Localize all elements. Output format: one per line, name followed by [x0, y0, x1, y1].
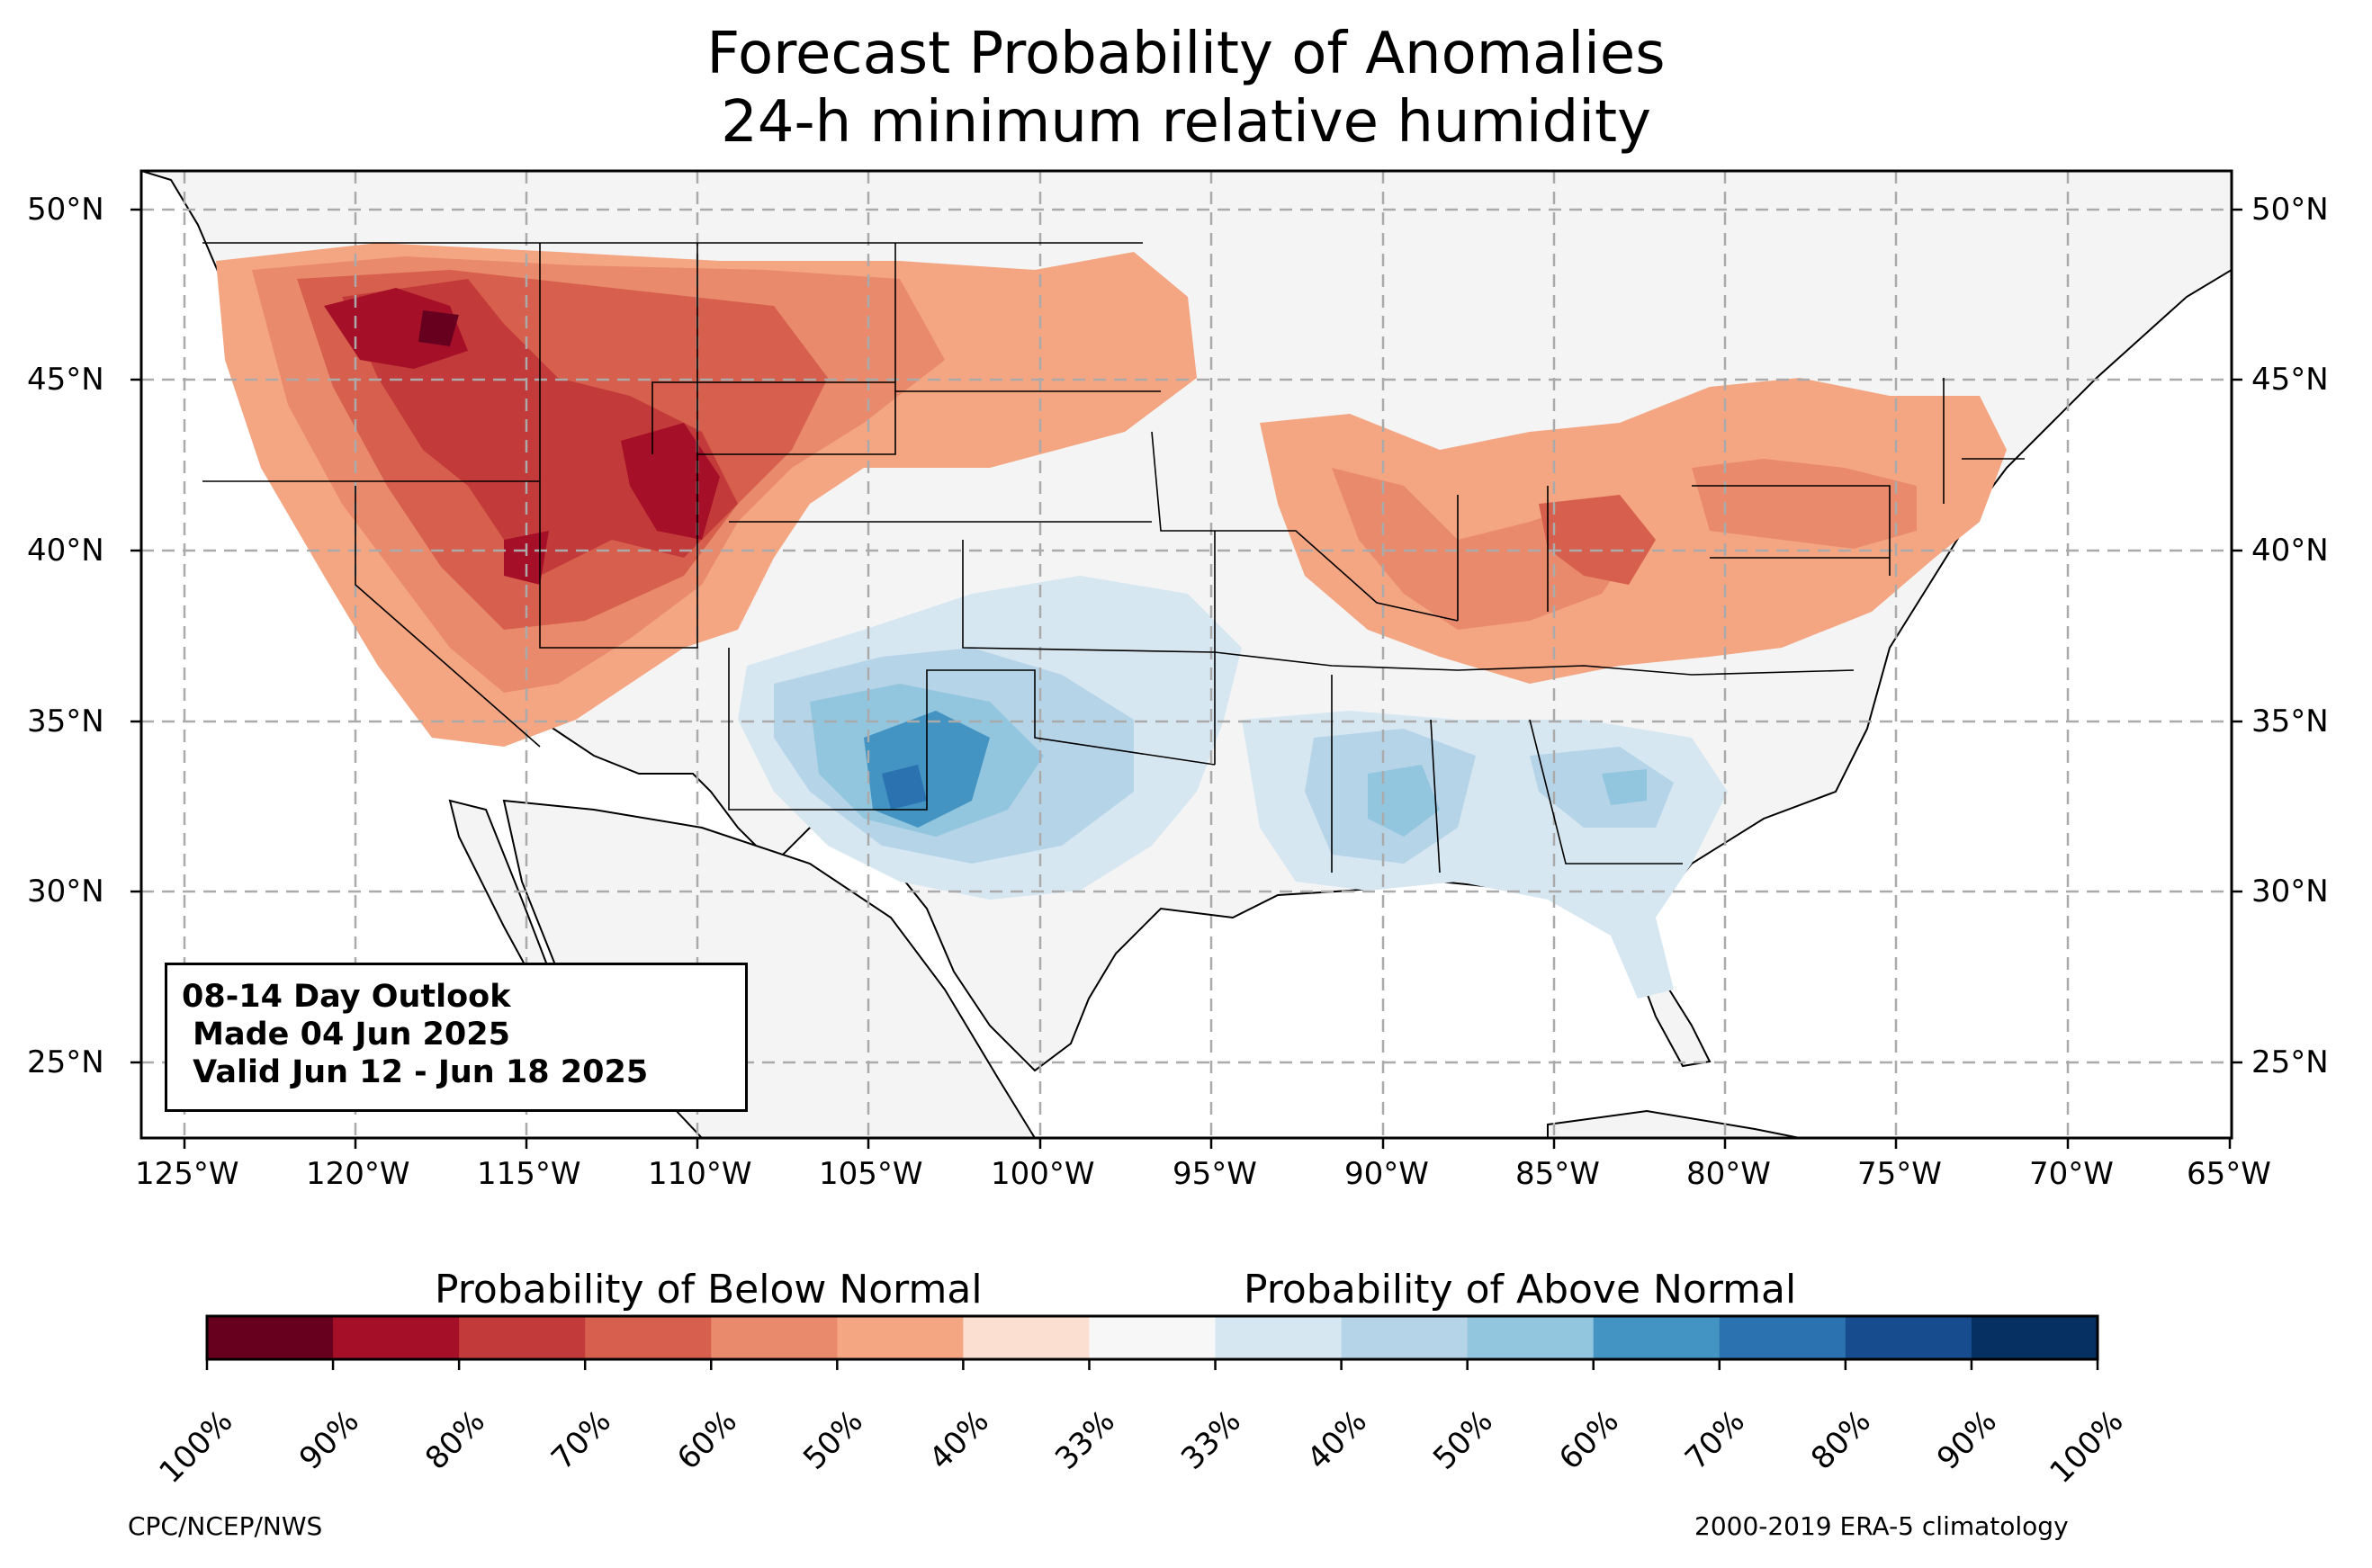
lon-label: 65°W	[2187, 1156, 2271, 1192]
colorbar-frame	[205, 1314, 2099, 1361]
info-line-outlook: 08-14 Day Outlook	[182, 979, 511, 1015]
colorbar-segment	[207, 1316, 334, 1359]
colorbar-segment	[1593, 1316, 1721, 1359]
title-line-1: Forecast Probability of Anomalies	[706, 21, 1666, 87]
colorbar-segment	[1341, 1316, 1469, 1359]
info-line-valid: Valid Jun 12 - Jun 18 2025	[182, 1054, 649, 1090]
lon-label: 110°W	[648, 1156, 752, 1192]
above-50-southeast	[1368, 765, 1647, 837]
colorbar-segment	[1215, 1316, 1343, 1359]
colorbar-segment	[963, 1316, 1090, 1359]
lat-label-left: 50°N	[27, 192, 104, 228]
below-80-west	[324, 288, 720, 585]
footer-source: CPC/NCEP/NWS	[128, 1511, 323, 1541]
colorbar-segment	[1971, 1316, 2098, 1359]
lon-label: 85°W	[1515, 1156, 1600, 1192]
colorbar-segment	[1719, 1316, 1846, 1359]
colorbar-segment	[837, 1316, 964, 1359]
lat-label-left: 30°N	[27, 874, 104, 909]
lon-label: 125°W	[135, 1156, 239, 1192]
lon-label: 100°W	[991, 1156, 1095, 1192]
lat-label-left: 45°N	[27, 362, 104, 398]
below-60-ohio	[1539, 495, 1656, 585]
colorbar-segment	[1467, 1316, 1595, 1359]
lon-label: 75°W	[1857, 1156, 1942, 1192]
lon-label: 70°W	[2029, 1156, 2114, 1192]
map-frame	[139, 169, 2233, 1140]
colorbar-segment	[585, 1316, 712, 1359]
lat-label-right: 40°N	[2251, 533, 2329, 569]
lat-label-right: 35°N	[2251, 703, 2329, 739]
colorbar-above-label: Probability of Above Normal	[1244, 1267, 1797, 1313]
colorbar-segment	[1845, 1316, 1972, 1359]
lon-label: 115°W	[477, 1156, 581, 1192]
lat-label-right: 30°N	[2251, 874, 2329, 909]
info-line-made: Made 04 Jun 2025	[182, 1017, 510, 1053]
gridlines	[141, 171, 2232, 1138]
lon-label: 90°W	[1344, 1156, 1429, 1192]
colorbar-below-label: Probability of Below Normal	[435, 1267, 983, 1313]
lat-label-right: 50°N	[2251, 192, 2329, 228]
colorbar-segment	[333, 1316, 460, 1359]
land-cuba	[1547, 1109, 1801, 1138]
below-50-northeast	[1692, 459, 1917, 549]
colorbar-segment	[1089, 1316, 1217, 1359]
lon-label: 80°W	[1686, 1156, 1771, 1192]
lon-label: 95°W	[1173, 1156, 1257, 1192]
lat-label-left: 25°N	[27, 1044, 104, 1080]
lat-label-left: 40°N	[27, 533, 104, 569]
map-area	[141, 171, 2232, 1138]
below-90-west	[418, 310, 459, 346]
axis-ticks	[130, 208, 2242, 1149]
outlook-info-box: 08-14 Day Outlook Made 04 Jun 2025 Valid…	[165, 963, 748, 1112]
lat-label-right: 25°N	[2251, 1044, 2329, 1080]
lon-label: 105°W	[819, 1156, 923, 1192]
title-line-2: 24-h minimum relative humidity	[721, 89, 1651, 156]
below-50-midwest	[1332, 468, 1638, 630]
above-70-newmexico	[882, 765, 927, 810]
lat-label-left: 35°N	[27, 703, 104, 739]
colorbar-segment	[711, 1316, 838, 1359]
colorbar	[205, 1314, 2099, 1370]
lat-label-right: 45°N	[2251, 362, 2329, 398]
state-borders	[202, 242, 2025, 874]
colorbar-segment	[459, 1316, 586, 1359]
footer-climatology: 2000-2019 ERA-5 climatology	[1694, 1511, 2069, 1541]
lon-label: 120°W	[306, 1156, 410, 1192]
